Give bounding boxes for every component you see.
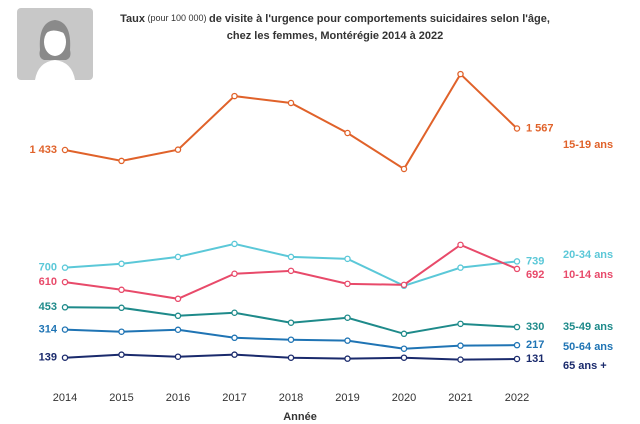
data-point (61, 264, 69, 271)
data-point (344, 355, 351, 362)
data-point (344, 255, 351, 263)
data-point (513, 323, 521, 331)
data-point (400, 345, 408, 352)
data-point (231, 334, 238, 342)
data-label: 739 (526, 255, 544, 267)
data-point (287, 354, 295, 361)
data-point (231, 92, 238, 100)
data-label: 1 433 (29, 144, 57, 156)
data-point (457, 342, 464, 349)
data-point (174, 312, 182, 320)
data-point (61, 146, 69, 154)
x-axis-label: Année (283, 411, 317, 423)
legend-label: 35-49 ans (563, 321, 613, 333)
data-point (118, 260, 125, 268)
data-point (287, 267, 295, 275)
data-point (457, 356, 464, 363)
data-point (61, 278, 69, 286)
data-label: 692 (526, 269, 544, 281)
data-point (400, 281, 408, 289)
data-point (231, 240, 238, 248)
data-point (118, 328, 125, 335)
series-line (64, 72, 518, 171)
data-point (118, 286, 125, 294)
data-label: 700 (39, 262, 57, 274)
x-tick-label: 2020 (392, 392, 416, 404)
data-point (231, 351, 238, 358)
x-tick-label: 2017 (222, 392, 246, 404)
data-point (513, 125, 521, 132)
data-label: 1 567 (526, 122, 554, 134)
data-point (457, 70, 464, 78)
data-point (344, 337, 351, 344)
legend-label: 10-14 ans (563, 269, 613, 281)
data-point (174, 295, 182, 303)
data-point (287, 99, 295, 107)
title-part: (pour 100 000) (145, 13, 209, 23)
avatar-icon (17, 8, 93, 80)
data-point (174, 146, 182, 153)
data-label: 139 (39, 352, 57, 364)
x-tick-label: 2022 (505, 392, 529, 404)
data-point (118, 304, 125, 312)
data-label: 131 (526, 353, 544, 365)
title-part: de visite à l'urgence pour comportements… (209, 13, 550, 25)
data-point (118, 351, 125, 358)
data-point (174, 253, 182, 261)
x-tick-label: 2014 (53, 392, 77, 404)
x-tick-label: 2016 (166, 392, 190, 404)
legend-label: 50-64 ans (563, 341, 613, 353)
chart-subtitle: chez les femmes, Montérégie 2014 à 2022 (227, 30, 443, 42)
x-tick-label: 2018 (279, 392, 303, 404)
data-point (513, 265, 521, 273)
title-part: Taux (120, 13, 146, 25)
chart-title: Taux (pour 100 000) de visite à l'urgenc… (120, 13, 550, 25)
legend-label: 20-34 ans (563, 249, 613, 261)
data-point (400, 354, 408, 361)
data-label: 453 (39, 301, 57, 313)
data-point (400, 165, 408, 173)
data-point (457, 241, 464, 249)
data-label: 314 (39, 324, 58, 336)
x-tick-label: 2021 (448, 392, 472, 404)
data-point (344, 280, 351, 288)
x-tick-label: 2015 (109, 392, 133, 404)
legend-label: 65 ans + (563, 360, 607, 372)
data-point (457, 264, 464, 271)
data-point (174, 326, 182, 334)
data-point (231, 270, 238, 277)
data-point (287, 336, 295, 343)
data-point (118, 157, 125, 165)
data-point (513, 355, 521, 363)
data-label: 610 (39, 276, 57, 288)
x-tick-label: 2019 (335, 392, 359, 404)
data-point (344, 314, 351, 321)
legend-label: 15-19 ans (563, 139, 613, 151)
data-point (457, 320, 464, 328)
data-point (344, 129, 351, 137)
data-point (287, 319, 295, 326)
data-label: 217 (526, 339, 544, 351)
data-point (61, 326, 69, 333)
data-point (61, 304, 69, 311)
series-line (64, 242, 518, 287)
data-point (287, 253, 295, 261)
data-point (400, 330, 408, 338)
data-point (513, 258, 521, 265)
data-point (513, 341, 521, 349)
data-point (174, 353, 182, 360)
data-label: 330 (526, 321, 544, 333)
data-point (231, 309, 238, 317)
data-point (61, 354, 69, 361)
